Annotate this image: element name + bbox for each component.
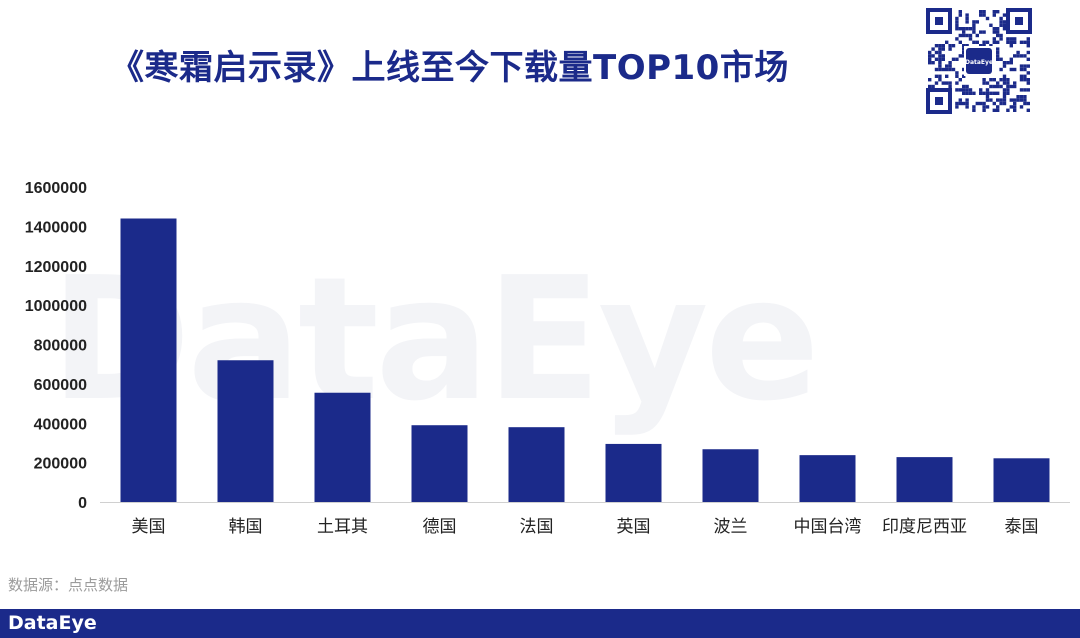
bar (702, 449, 759, 502)
bar (120, 218, 177, 502)
x-tick-label: 英国 (617, 517, 651, 537)
y-tick-label: 600000 (34, 377, 87, 394)
bar (799, 455, 856, 502)
x-tick-label: 法国 (520, 517, 554, 537)
y-tick-label: 1600000 (25, 180, 87, 197)
footer-bar: DataEye (0, 609, 1080, 638)
y-tick-label: 400000 (34, 416, 87, 433)
x-tick-label: 美国 (132, 517, 166, 537)
y-tick-label: 200000 (34, 456, 87, 473)
y-axis: 0 200000 400000 600000 800000 1000000 1200000 1… (25, 180, 87, 512)
qr-logo (966, 48, 992, 74)
data-source-note: 数据源：点点数据 (8, 576, 129, 594)
bar (896, 457, 953, 502)
x-tick-label: 泰国 (1005, 517, 1039, 537)
bar (411, 425, 468, 502)
bar (314, 392, 371, 502)
x-tick-label: 土耳其 (317, 517, 368, 537)
bar (508, 427, 565, 502)
x-tick-label: 印度尼西亚 (882, 517, 967, 537)
bar (993, 458, 1050, 502)
y-tick-label: 800000 (34, 338, 87, 355)
footer-brand-logo: DataEye (8, 612, 97, 634)
qr-code: DataEye (924, 6, 1034, 116)
bar (605, 443, 662, 502)
x-tick-label: 韩国 (229, 517, 263, 537)
x-tick-label: 德国 (423, 517, 457, 537)
bar (217, 360, 274, 502)
qr-logo-text: DataEye (965, 59, 993, 66)
bar-chart: 0 200000 400000 600000 800000 1000000 1200000 1… (25, 180, 1070, 537)
y-tick-label: 0 (78, 495, 87, 512)
x-tick-label: 中国台湾 (794, 517, 862, 537)
y-tick-label: 1000000 (25, 298, 87, 315)
y-tick-label: 1200000 (25, 259, 87, 276)
x-axis: 美国 韩国 土耳其 德国 法国 英国 波兰 中国台湾 印度尼西亚 泰国 (132, 517, 1039, 537)
y-tick-label: 1400000 (25, 219, 87, 236)
chart-title: 《寒霜启示录》上线至今下载量TOP10市场 (110, 48, 789, 88)
x-tick-label: 波兰 (714, 517, 748, 537)
qr-code-graphic: DataEye (924, 6, 1034, 116)
bars (120, 218, 1050, 502)
